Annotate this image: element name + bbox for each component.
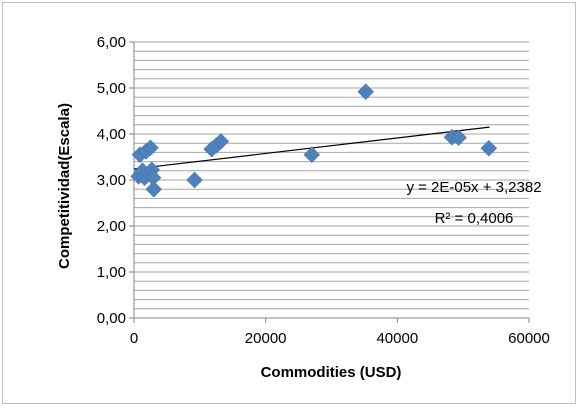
y-tick-label: 2,00 (97, 218, 126, 235)
data-point (357, 83, 375, 101)
x-tick-label: 40000 (376, 330, 418, 347)
data-points (130, 83, 498, 198)
y-tick-label: 4,00 (97, 126, 126, 143)
gridlines (134, 41, 529, 310)
y-tick-label: 5,00 (97, 80, 126, 97)
y-tick-label: 0,00 (97, 310, 126, 327)
data-point (212, 133, 230, 150)
y-tick-label: 6,00 (97, 34, 126, 51)
trendline-r-squared: R² = 0,4006 (435, 210, 514, 227)
x-tick-label: 20000 (245, 330, 287, 347)
data-point (303, 146, 321, 164)
data-point (450, 129, 467, 147)
data-point (145, 180, 163, 198)
x-tick-label: 60000 (508, 330, 550, 347)
y-tick-labels: 0,00 1,00 2,00 3,00 4,00 5,00 6,00 (97, 34, 134, 327)
data-point (142, 139, 159, 157)
data-point (186, 171, 203, 189)
data-point (480, 139, 498, 157)
x-axis-title: Commodities (USD) (261, 364, 402, 381)
trendline-equation: y = 2E-05x + 3,2382 (406, 179, 541, 196)
x-tick-labels: 0 20000 40000 60000 (130, 318, 550, 347)
y-tick-label: 1,00 (97, 264, 126, 281)
y-axis-title: Competitividad(Escala) (56, 103, 73, 269)
x-tick-label: 0 (130, 330, 138, 347)
y-tick-label: 3,00 (97, 172, 126, 189)
chart-frame (2, 2, 576, 404)
